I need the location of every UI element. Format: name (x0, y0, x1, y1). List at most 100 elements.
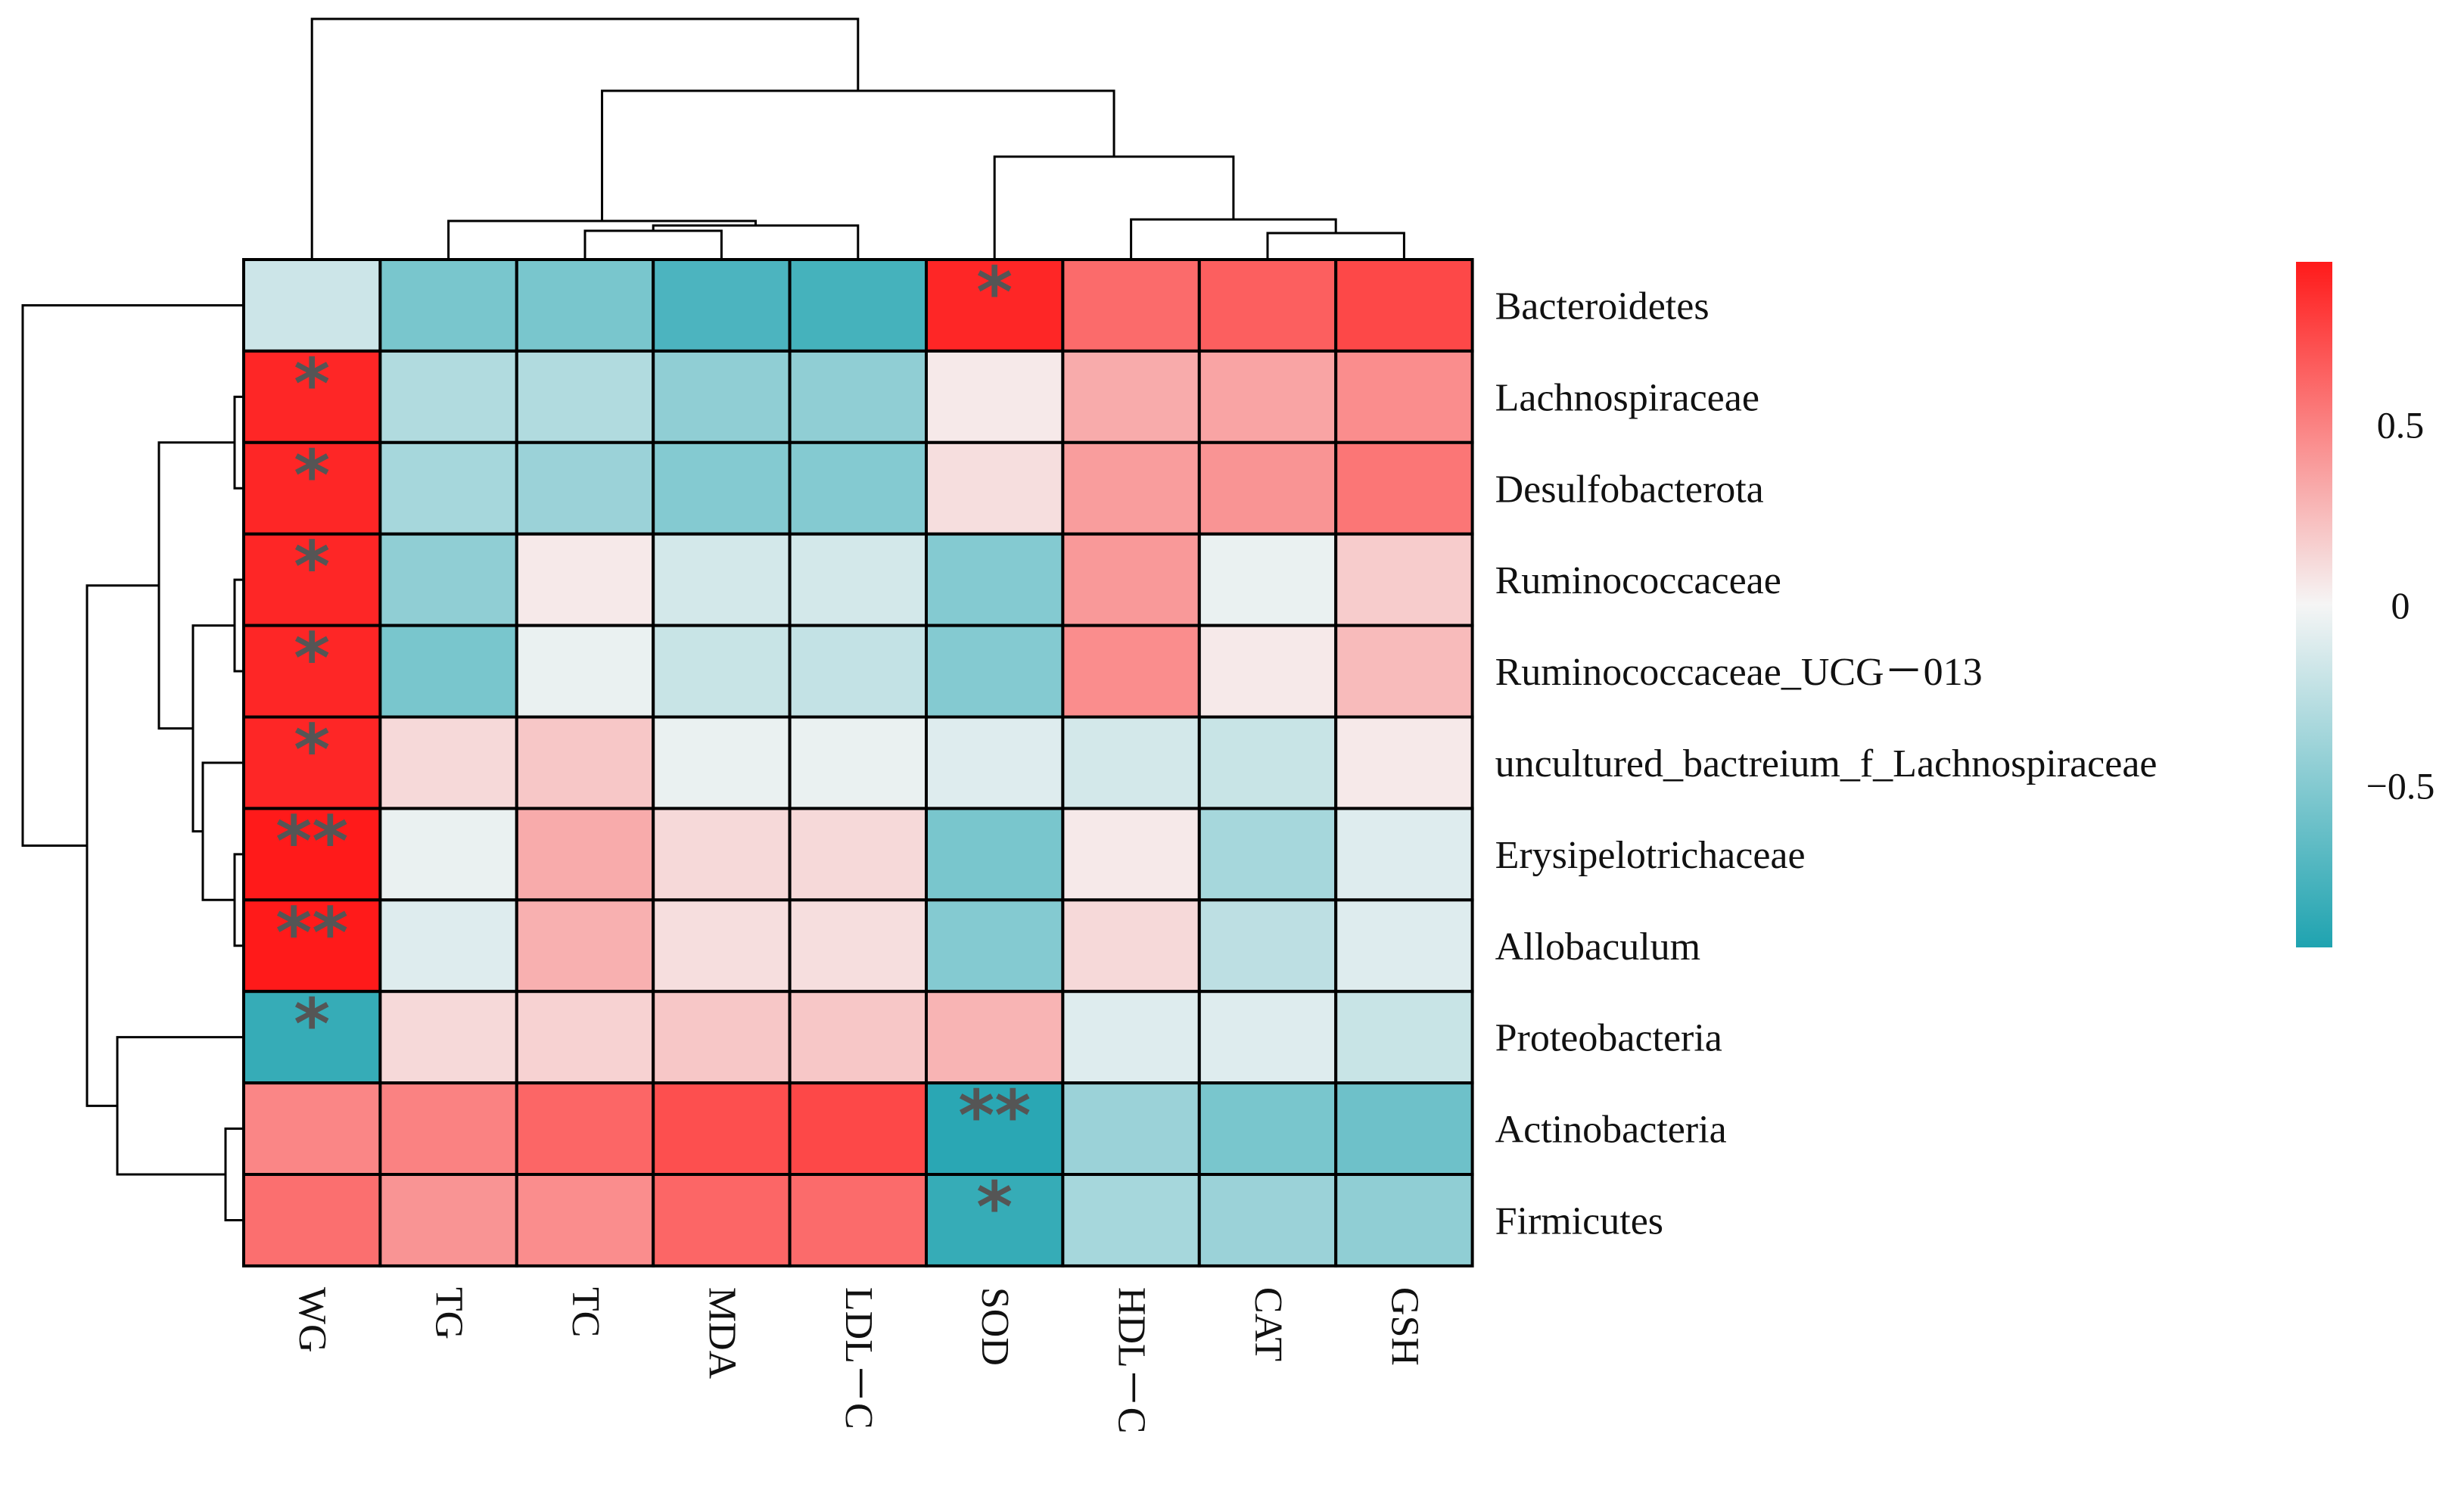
column-dendrogram-branch (310, 17, 860, 260)
cell-3-4 (788, 532, 928, 627)
cell-4-7 (1197, 624, 1338, 719)
column-label: SOD (973, 1287, 1016, 1366)
cell-0-1 (378, 258, 518, 353)
column-dendrogram-branch (583, 229, 723, 260)
cell-2-8 (1334, 440, 1474, 536)
cell-3-5 (925, 532, 1065, 627)
cell-9-3 (652, 1081, 792, 1176)
cell-2-1 (378, 440, 518, 536)
colorbar-gradient (2296, 262, 2332, 947)
cell-10-3 (652, 1173, 792, 1267)
cell-1-4 (788, 349, 928, 444)
cell-3-8 (1334, 532, 1474, 627)
cell-5-6 (1061, 715, 1201, 810)
column-label: TG (428, 1287, 471, 1339)
cell-2-5 (925, 440, 1065, 536)
column-dendrogram-branch (447, 219, 757, 260)
cell-9-0 (242, 1081, 382, 1176)
colorbar-tick-label: 0 (2391, 584, 2410, 627)
cell-4-3 (652, 624, 792, 719)
cell-9-1 (378, 1081, 518, 1176)
row-label: Firmicutes (1495, 1199, 1663, 1243)
row-labels: Bacteroidetes Lachnospiraceae Desulfobacte… (1495, 285, 2158, 1243)
cell-6-6 (1061, 807, 1201, 902)
cell-7-1 (378, 898, 518, 994)
cell-0-2 (515, 258, 655, 353)
cell-10-1 (378, 1173, 518, 1267)
cell-4-6 (1061, 624, 1201, 719)
cell-8-2 (515, 990, 655, 1085)
cell-0-0 (242, 258, 382, 353)
cell-10-7 (1197, 1173, 1338, 1267)
cell-5-7 (1197, 715, 1338, 810)
row-label: Allobaculum (1495, 925, 1701, 969)
cell-3-7 (1197, 532, 1338, 627)
significance-mark: * (294, 435, 330, 516)
significance-marks: ************** (275, 252, 1031, 1248)
cell-1-2 (515, 349, 655, 444)
cell-1-3 (652, 349, 792, 444)
colorbar: 0.5 0 −0.5 (2296, 262, 2434, 947)
cell-6-8 (1334, 807, 1474, 902)
significance-mark: * (294, 527, 330, 608)
colorbar-ticks: 0.5 0 −0.5 (2366, 404, 2435, 807)
cell-9-8 (1334, 1081, 1474, 1176)
significance-mark: * (294, 984, 330, 1065)
cell-10-0 (242, 1173, 382, 1267)
cell-6-4 (788, 807, 928, 902)
cell-6-2 (515, 807, 655, 902)
colorbar-tick-label: −0.5 (2366, 764, 2435, 807)
cell-3-3 (652, 532, 792, 627)
cell-4-1 (378, 624, 518, 719)
column-dendrogram-branch (993, 155, 1235, 260)
colorbar-tick-label: 0.5 (2377, 404, 2425, 446)
cell-5-2 (515, 715, 655, 810)
cell-4-0 (242, 624, 382, 719)
significance-mark: * (976, 1167, 1013, 1248)
cell-8-8 (1334, 990, 1474, 1085)
cell-2-6 (1061, 440, 1201, 536)
heatmap-cells (242, 258, 1474, 1267)
cell-4-4 (788, 624, 928, 719)
column-dendrogram-branch (1266, 232, 1405, 260)
significance-mark: * (976, 252, 1013, 333)
cell-1-8 (1334, 349, 1474, 444)
cell-5-3 (652, 715, 792, 810)
cell-7-4 (788, 898, 928, 994)
cell-8-7 (1197, 990, 1338, 1085)
cell-5-8 (1334, 715, 1474, 810)
cell-9-6 (1061, 1081, 1201, 1176)
cell-7-2 (515, 898, 655, 994)
row-dendrogram-branch (201, 761, 244, 901)
column-label: TC (564, 1287, 607, 1337)
cell-5-0 (242, 715, 382, 810)
cell-4-5 (925, 624, 1065, 719)
column-label: CAT (1246, 1287, 1290, 1361)
cell-3-6 (1061, 532, 1201, 627)
cell-5-5 (925, 715, 1065, 810)
column-label: HDL－C (1110, 1287, 1153, 1434)
row-label: uncultured_bactreium_f_Lachnospiraceae (1495, 742, 2158, 785)
row-label: Ruminococcaceae (1495, 559, 1781, 602)
cell-9-4 (788, 1081, 928, 1176)
cell-1-7 (1197, 349, 1338, 444)
cell-10-6 (1061, 1173, 1201, 1267)
cell-10-2 (515, 1173, 655, 1267)
cell-6-1 (378, 807, 518, 902)
cell-5-4 (788, 715, 928, 810)
cell-6-7 (1197, 807, 1338, 902)
cell-7-6 (1061, 898, 1201, 994)
cell-6-5 (925, 807, 1065, 902)
row-label: Bacteroidetes (1495, 285, 1710, 328)
column-label: WG (291, 1287, 334, 1353)
cell-1-5 (925, 349, 1065, 444)
row-label: Desulfobacterota (1495, 468, 1764, 511)
row-label: Actinobacteria (1495, 1109, 1727, 1152)
significance-mark: ** (275, 801, 348, 882)
cell-3-2 (515, 532, 655, 627)
cell-8-1 (378, 990, 518, 1085)
row-dendrogram-branch (86, 584, 159, 1107)
cell-2-2 (515, 440, 655, 536)
column-label: LDL－C (837, 1287, 880, 1429)
